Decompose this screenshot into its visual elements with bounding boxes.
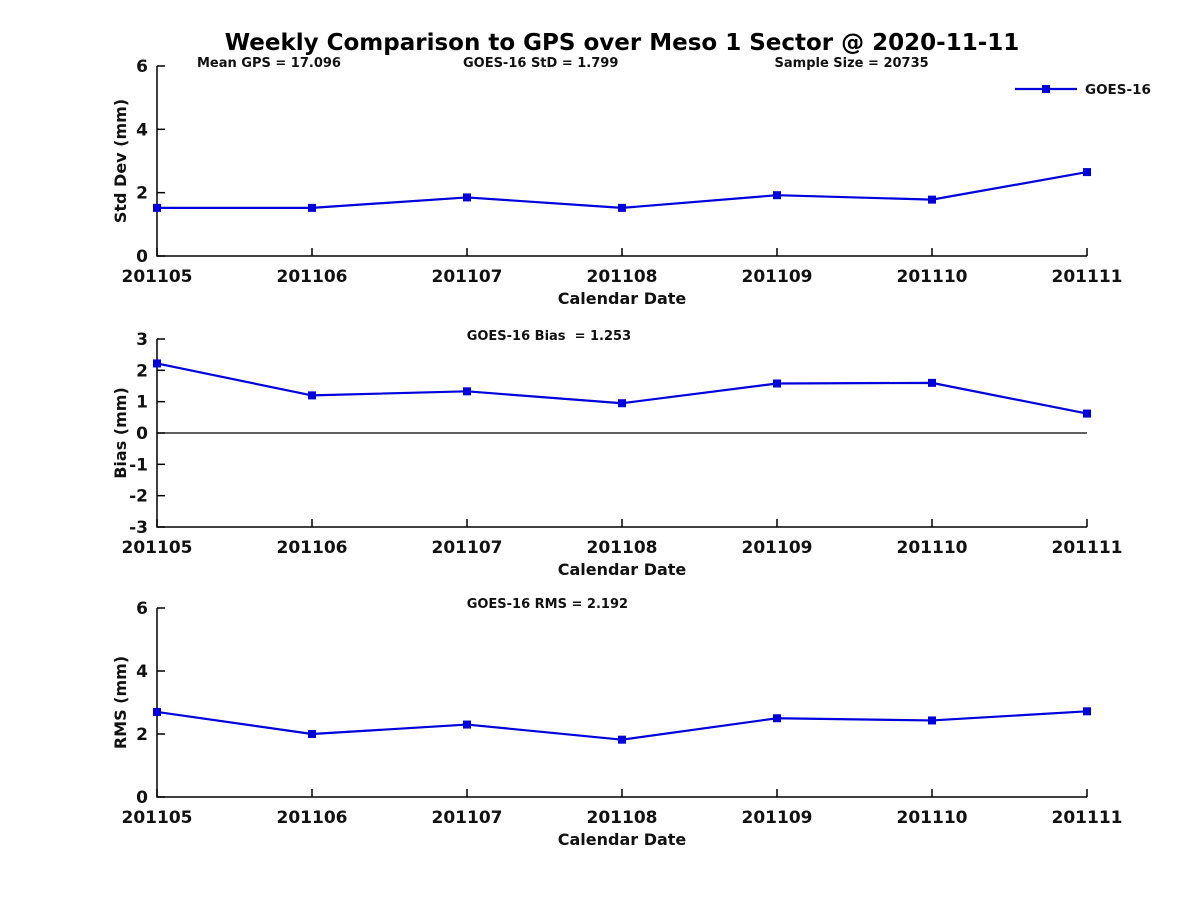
data-point-marker [308,730,316,738]
data-point-marker [308,391,316,400]
data-point-marker [1083,409,1091,418]
annotation: GOES-16 RMS = 2.192 [467,597,628,612]
data-point-marker [153,359,161,368]
x-axis-label: Calendar Date [558,289,687,308]
data-point-marker [618,399,626,408]
y-tick-label: 2 [136,184,148,204]
axis-frame [156,66,1087,257]
x-axis-label: Calendar Date [558,560,687,579]
axis-frame [156,608,1087,798]
y-tick-label: 0 [136,247,148,267]
series-line [157,171,1088,209]
legend: GOES-16 [1015,82,1151,98]
x-tick-label: 201105 [122,267,193,287]
x-tick-label: 201107 [432,538,503,558]
y-axis-label: Bias (mm) [111,387,130,479]
legend-marker [1042,85,1050,93]
x-tick-label: 201111 [1052,808,1123,828]
x-tick-label: 201110 [897,267,968,287]
x-tick-label: 201105 [122,538,193,558]
x-tick-label: 201110 [897,538,968,558]
y-tick-label: 1 [136,393,148,413]
x-tick-label: 201110 [897,808,968,828]
y-tick-label: 4 [136,120,148,140]
x-tick-label: 201106 [277,538,348,558]
data-point-marker [463,387,471,396]
x-tick-label: 201107 [432,267,503,287]
y-tick-label: 6 [136,57,148,77]
data-point-marker [153,203,161,212]
data-point-marker [153,707,161,716]
y-tick-label: -3 [129,518,148,538]
subplot-bias: -3 -2 -1 0 1 2 3 201105 201106 201107 201108 201109… [111,329,1122,579]
y-tick-label: 2 [136,361,148,381]
data-point-marker [463,720,471,729]
x-axis-label: Calendar Date [558,830,687,849]
x-tick-label: 201108 [587,808,658,828]
series-line [156,710,1088,741]
y-tick-label: 0 [136,424,148,444]
subplot-rms: 0 2 4 6 201105 201106 201107 201108 201109 201110… [111,597,1122,849]
data-point-marker [773,379,781,388]
y-axis-label: Std Dev (mm) [111,99,130,223]
x-tick-label: 201111 [1052,267,1123,287]
x-tick-label: 201111 [1052,538,1123,558]
y-tick-label: 0 [136,788,148,808]
x-tick-label: 201107 [432,808,503,828]
figure-title: Weekly Comparison to GPS over Meso 1 Sec… [224,30,1020,56]
data-point-marker [928,716,936,725]
data-point-marker [308,203,316,212]
y-axis-label: RMS (mm) [111,656,130,749]
data-point-marker [463,193,471,202]
data-point-marker [928,195,936,204]
y-tick-label: -1 [129,455,148,475]
data-point-marker [1083,168,1091,177]
y-tick-label: 6 [136,599,148,619]
legend-label: GOES-16 [1085,82,1151,98]
data-point-marker [773,191,781,200]
y-tick-label: -2 [129,487,148,507]
y-tick-label: 2 [136,725,148,745]
annotation: GOES-16 StD = 1.799 [463,56,618,71]
data-point-marker [928,378,936,387]
y-tick-label: 4 [136,662,148,682]
annotation: GOES-16 Bias = 1.253 [467,329,631,344]
data-point-marker [618,735,626,744]
x-tick-label: 201105 [122,808,193,828]
x-tick-label: 201109 [742,808,813,828]
annotation: Mean GPS = 17.096 [197,56,341,71]
x-tick-label: 201106 [277,808,348,828]
y-tick-label: 3 [136,330,148,350]
x-tick-label: 201109 [742,267,813,287]
annotation: Sample Size = 20735 [775,56,929,71]
x-tick-label: 201108 [587,538,658,558]
data-point-marker [1083,707,1091,716]
x-tick-label: 201106 [277,267,348,287]
data-point-marker [773,714,781,723]
subplot-std-dev: 0 2 4 6 201105 201106 201107 201108 201109 201110… [111,56,1151,308]
data-point-marker [618,203,626,212]
x-tick-label: 201109 [742,538,813,558]
x-tick-label: 201108 [587,267,658,287]
